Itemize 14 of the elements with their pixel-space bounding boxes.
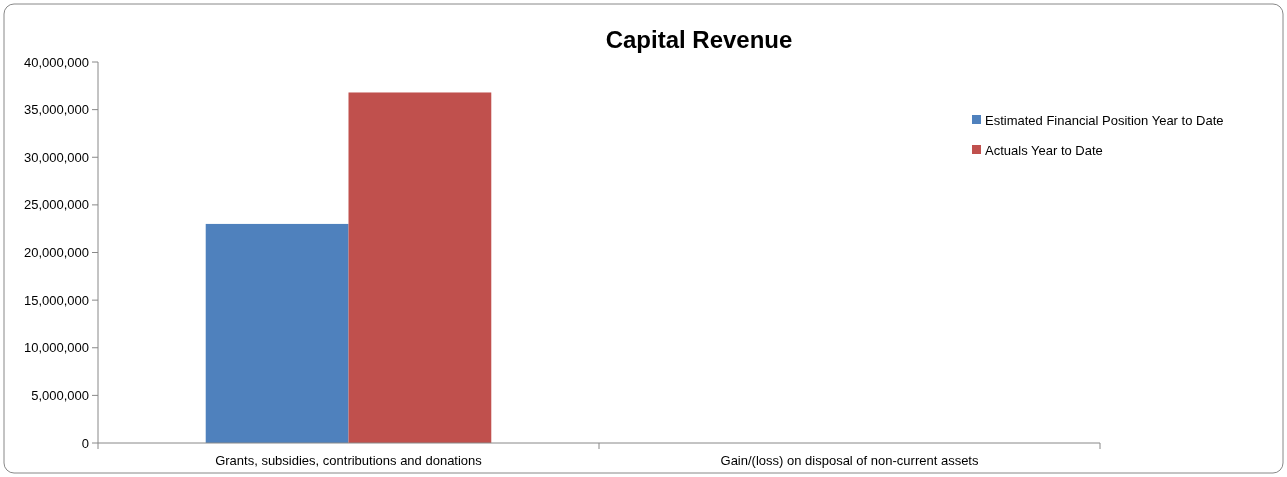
x-tick-label: Grants, subsidies, contributions and donations (215, 453, 483, 468)
y-tick-label: 0 (81, 435, 89, 451)
y-tick-label: 25,000,000 (23, 197, 89, 213)
x-tick-label: Gain/(loss) on disposal of non-current assets (720, 453, 979, 468)
y-tick-label: 40,000,000 (23, 54, 89, 70)
y-tick-label: 30,000,000 (23, 149, 89, 165)
y-tick-label: 10,000,000 (23, 340, 89, 356)
legend-label: Estimated Financial Position Year to Date (985, 112, 1224, 128)
chart-title: Capital Revenue (605, 26, 793, 53)
y-tick-label: 35,000,000 (23, 102, 89, 118)
y-tick-label: 20,000,000 (23, 245, 89, 261)
y-tick-label: 5,000,000 (31, 387, 89, 403)
y-tick-label: 15,000,000 (23, 292, 89, 308)
legend-label: Actuals Year to Date (985, 142, 1103, 158)
